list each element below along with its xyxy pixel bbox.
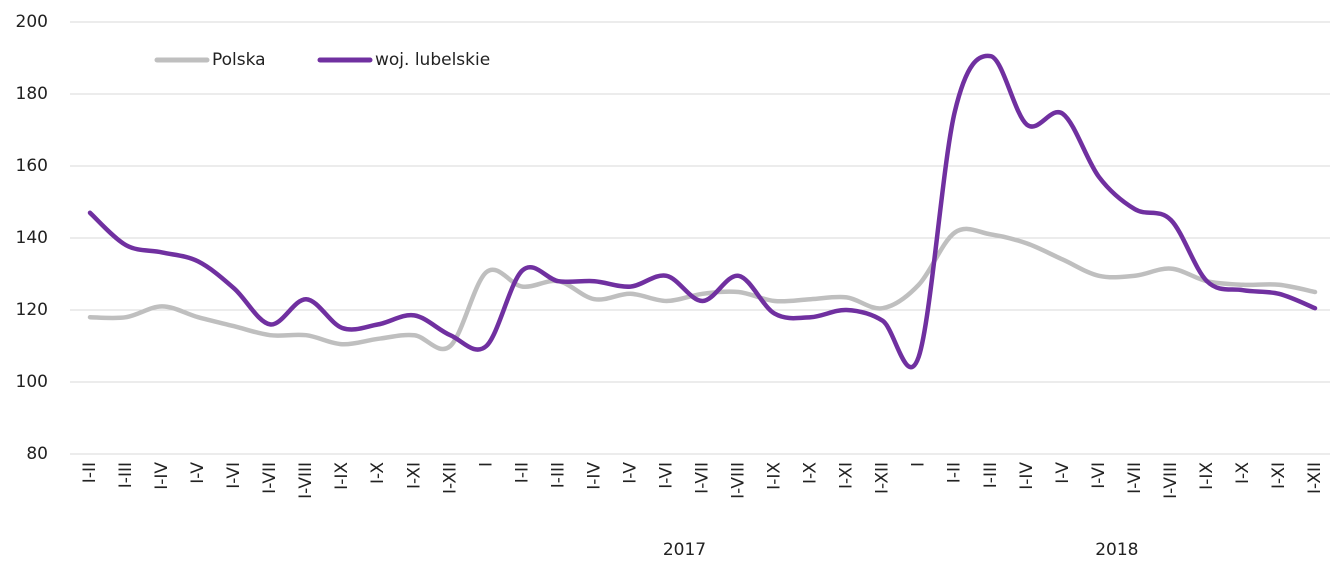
x-tick-label: I-VIII bbox=[1161, 462, 1181, 499]
x-tick-label: I-III bbox=[548, 462, 568, 488]
y-tick-label: 100 bbox=[16, 372, 48, 392]
x-tick-label: I-III bbox=[116, 462, 136, 488]
x-tick-label: I bbox=[476, 462, 496, 467]
x-tick-label: I-XII bbox=[873, 462, 893, 494]
legend-label: woj. lubelskie bbox=[375, 50, 490, 70]
group-label: 2018 bbox=[1095, 540, 1138, 560]
y-tick-label: 140 bbox=[16, 228, 48, 248]
y-tick-label: 120 bbox=[16, 300, 48, 320]
legend-label: Polska bbox=[212, 50, 266, 70]
x-tick-label: I-VI bbox=[1089, 462, 1109, 489]
x-tick-label: I-IV bbox=[1017, 462, 1037, 490]
x-tick-label: I-XI bbox=[404, 462, 424, 489]
series-line bbox=[87, 226, 1318, 352]
y-tick-label: 160 bbox=[16, 156, 48, 176]
x-tick-label: I-IV bbox=[152, 462, 172, 490]
x-tick-label: I-V bbox=[188, 462, 208, 484]
x-tick-label: I-IV bbox=[584, 462, 604, 490]
x-tick-label: I-X bbox=[1233, 462, 1253, 484]
x-tick-label: I-X bbox=[368, 462, 388, 484]
x-tick-label: I-XII bbox=[440, 462, 460, 494]
y-tick-label: 200 bbox=[16, 12, 48, 32]
x-tick-label: I-II bbox=[512, 462, 532, 483]
y-tick-label: 180 bbox=[16, 84, 48, 104]
x-tick-label: I-IX bbox=[765, 462, 785, 490]
y-tick-label: 80 bbox=[26, 444, 48, 464]
group-label: 2017 bbox=[663, 540, 706, 560]
x-tick-label: I-II bbox=[945, 462, 965, 483]
x-tick-label: I-VII bbox=[1125, 462, 1145, 494]
x-tick-label: I-VI bbox=[656, 462, 676, 489]
x-tick-label: I-XI bbox=[1269, 462, 1289, 489]
x-tick-label: I-X bbox=[801, 462, 821, 484]
series-line bbox=[87, 53, 1318, 370]
x-tick-label: I-VIII bbox=[296, 462, 316, 499]
x-tick-label: I-III bbox=[981, 462, 1001, 488]
x-tick-label: I-VI bbox=[224, 462, 244, 489]
x-tick-label: I-VII bbox=[693, 462, 713, 494]
x-tick-label: I-V bbox=[620, 462, 640, 484]
x-tick-label: I-IX bbox=[1197, 462, 1217, 490]
x-tick-label: I-VII bbox=[260, 462, 280, 494]
x-tick-label: I-XII bbox=[1305, 462, 1325, 494]
x-tick-label: I-IX bbox=[332, 462, 352, 490]
x-tick-label: I bbox=[909, 462, 929, 467]
x-tick-label: I-V bbox=[1053, 462, 1073, 484]
x-tick-label: I-II bbox=[80, 462, 100, 483]
x-tick-label: I-VIII bbox=[729, 462, 749, 499]
x-tick-label: I-XI bbox=[837, 462, 857, 489]
